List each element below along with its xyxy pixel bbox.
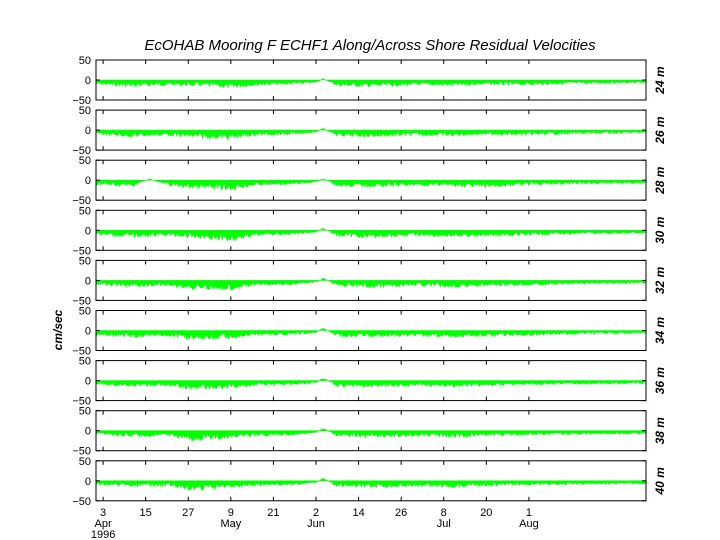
y-tick-label: 50 — [79, 105, 91, 117]
y-tick-label: −50 — [72, 396, 91, 408]
panels-group: 50 0 −50 24 m 50 0 −50 26 m 50 0 −50 28 m 50 0 −50 30 m… — [72, 55, 667, 508]
y-tick-label: 0 — [85, 275, 91, 287]
panel-30m: 50 0 −50 30 m — [72, 205, 667, 257]
y-axis-label: cm/sec — [51, 309, 65, 350]
x-tick-label: 8 — [441, 507, 447, 519]
y-tick-label: 50 — [79, 456, 91, 468]
y-tick-label: 50 — [79, 55, 91, 67]
panel-40m: 50 0 −50 40 m — [72, 456, 667, 508]
depth-label: 26 m — [653, 116, 667, 145]
x-tick-label: 3 — [100, 507, 106, 519]
velocity-series-24m — [95, 78, 647, 89]
y-tick-label: 50 — [79, 255, 91, 267]
x-axis-labels: 3 15 27 9 21 2 14 26 8 20 1 Apr May Jun Jul Aug 1996 — [91, 507, 539, 540]
x-tick-label: 2 — [313, 507, 319, 519]
y-tick-label: 0 — [85, 225, 91, 237]
y-tick-label: 0 — [85, 75, 91, 87]
x-tick-label: 27 — [182, 507, 194, 519]
velocity-series-40m — [95, 477, 647, 491]
x-tick-label: 1 — [526, 507, 532, 519]
velocity-series-38m — [95, 428, 647, 442]
y-tick-label: 50 — [79, 406, 91, 418]
y-tick-label: 0 — [85, 376, 91, 388]
panel-36m: 50 0 −50 36 m — [72, 356, 667, 408]
x-tick-label: 14 — [352, 507, 364, 519]
y-tick-label: 50 — [79, 155, 91, 167]
y-tick-label: 0 — [85, 476, 91, 488]
depth-label: 30 m — [653, 216, 667, 244]
panel-38m: 50 0 −50 38 m — [72, 406, 667, 458]
y-tick-label: −50 — [72, 95, 91, 107]
panel-34m: 50 0 −50 34 m — [72, 306, 667, 358]
x-tick-label: 26 — [395, 507, 407, 519]
y-tick-label: −50 — [72, 245, 91, 257]
y-tick-label: 0 — [85, 326, 91, 338]
velocity-series-34m — [95, 328, 647, 341]
x-tick-label: 20 — [480, 507, 492, 519]
x-month-label: Jul — [437, 518, 451, 530]
panel-28m: 50 0 −50 28 m — [72, 155, 667, 207]
velocity-series-36m — [95, 378, 647, 391]
y-tick-label: −50 — [72, 145, 91, 157]
depth-label: 40 m — [653, 467, 667, 496]
x-year-label: 1996 — [91, 529, 115, 540]
depth-label: 34 m — [653, 316, 667, 344]
y-tick-label: −50 — [72, 346, 91, 358]
y-tick-label: 0 — [85, 125, 91, 137]
x-tick-label: 15 — [140, 507, 152, 519]
depth-label: 32 m — [653, 266, 667, 294]
y-tick-label: 0 — [85, 426, 91, 438]
velocity-series-30m — [95, 228, 647, 242]
x-month-label: Apr — [95, 518, 112, 530]
x-month-label: Aug — [519, 518, 539, 530]
y-tick-label: −50 — [72, 295, 91, 307]
x-month-label: Jun — [307, 518, 325, 530]
depth-label: 36 m — [653, 367, 667, 395]
x-tick-label: 9 — [228, 507, 234, 519]
y-tick-label: −50 — [72, 496, 91, 508]
y-tick-label: 50 — [79, 356, 91, 368]
depth-label: 24 m — [653, 66, 667, 95]
panel-32m: 50 0 −50 32 m — [72, 255, 667, 307]
velocity-series-28m — [95, 178, 647, 192]
panel-26m: 50 0 −50 26 m — [72, 105, 667, 157]
velocity-series-26m — [95, 127, 647, 140]
depth-label: 28 m — [653, 166, 667, 195]
panel-24m: 50 0 −50 24 m — [72, 55, 667, 107]
y-tick-label: 50 — [79, 306, 91, 318]
x-month-label: May — [220, 518, 241, 530]
x-tick-label: 21 — [267, 507, 279, 519]
y-tick-label: −50 — [72, 446, 91, 458]
chart-title: EcOHAB Mooring F ECHF1 Along/Across Shor… — [144, 37, 596, 54]
y-tick-label: −50 — [72, 195, 91, 207]
velocity-series-32m — [95, 277, 647, 291]
depth-label: 38 m — [653, 417, 667, 445]
y-tick-label: 0 — [85, 175, 91, 187]
y-tick-label: 50 — [79, 205, 91, 217]
